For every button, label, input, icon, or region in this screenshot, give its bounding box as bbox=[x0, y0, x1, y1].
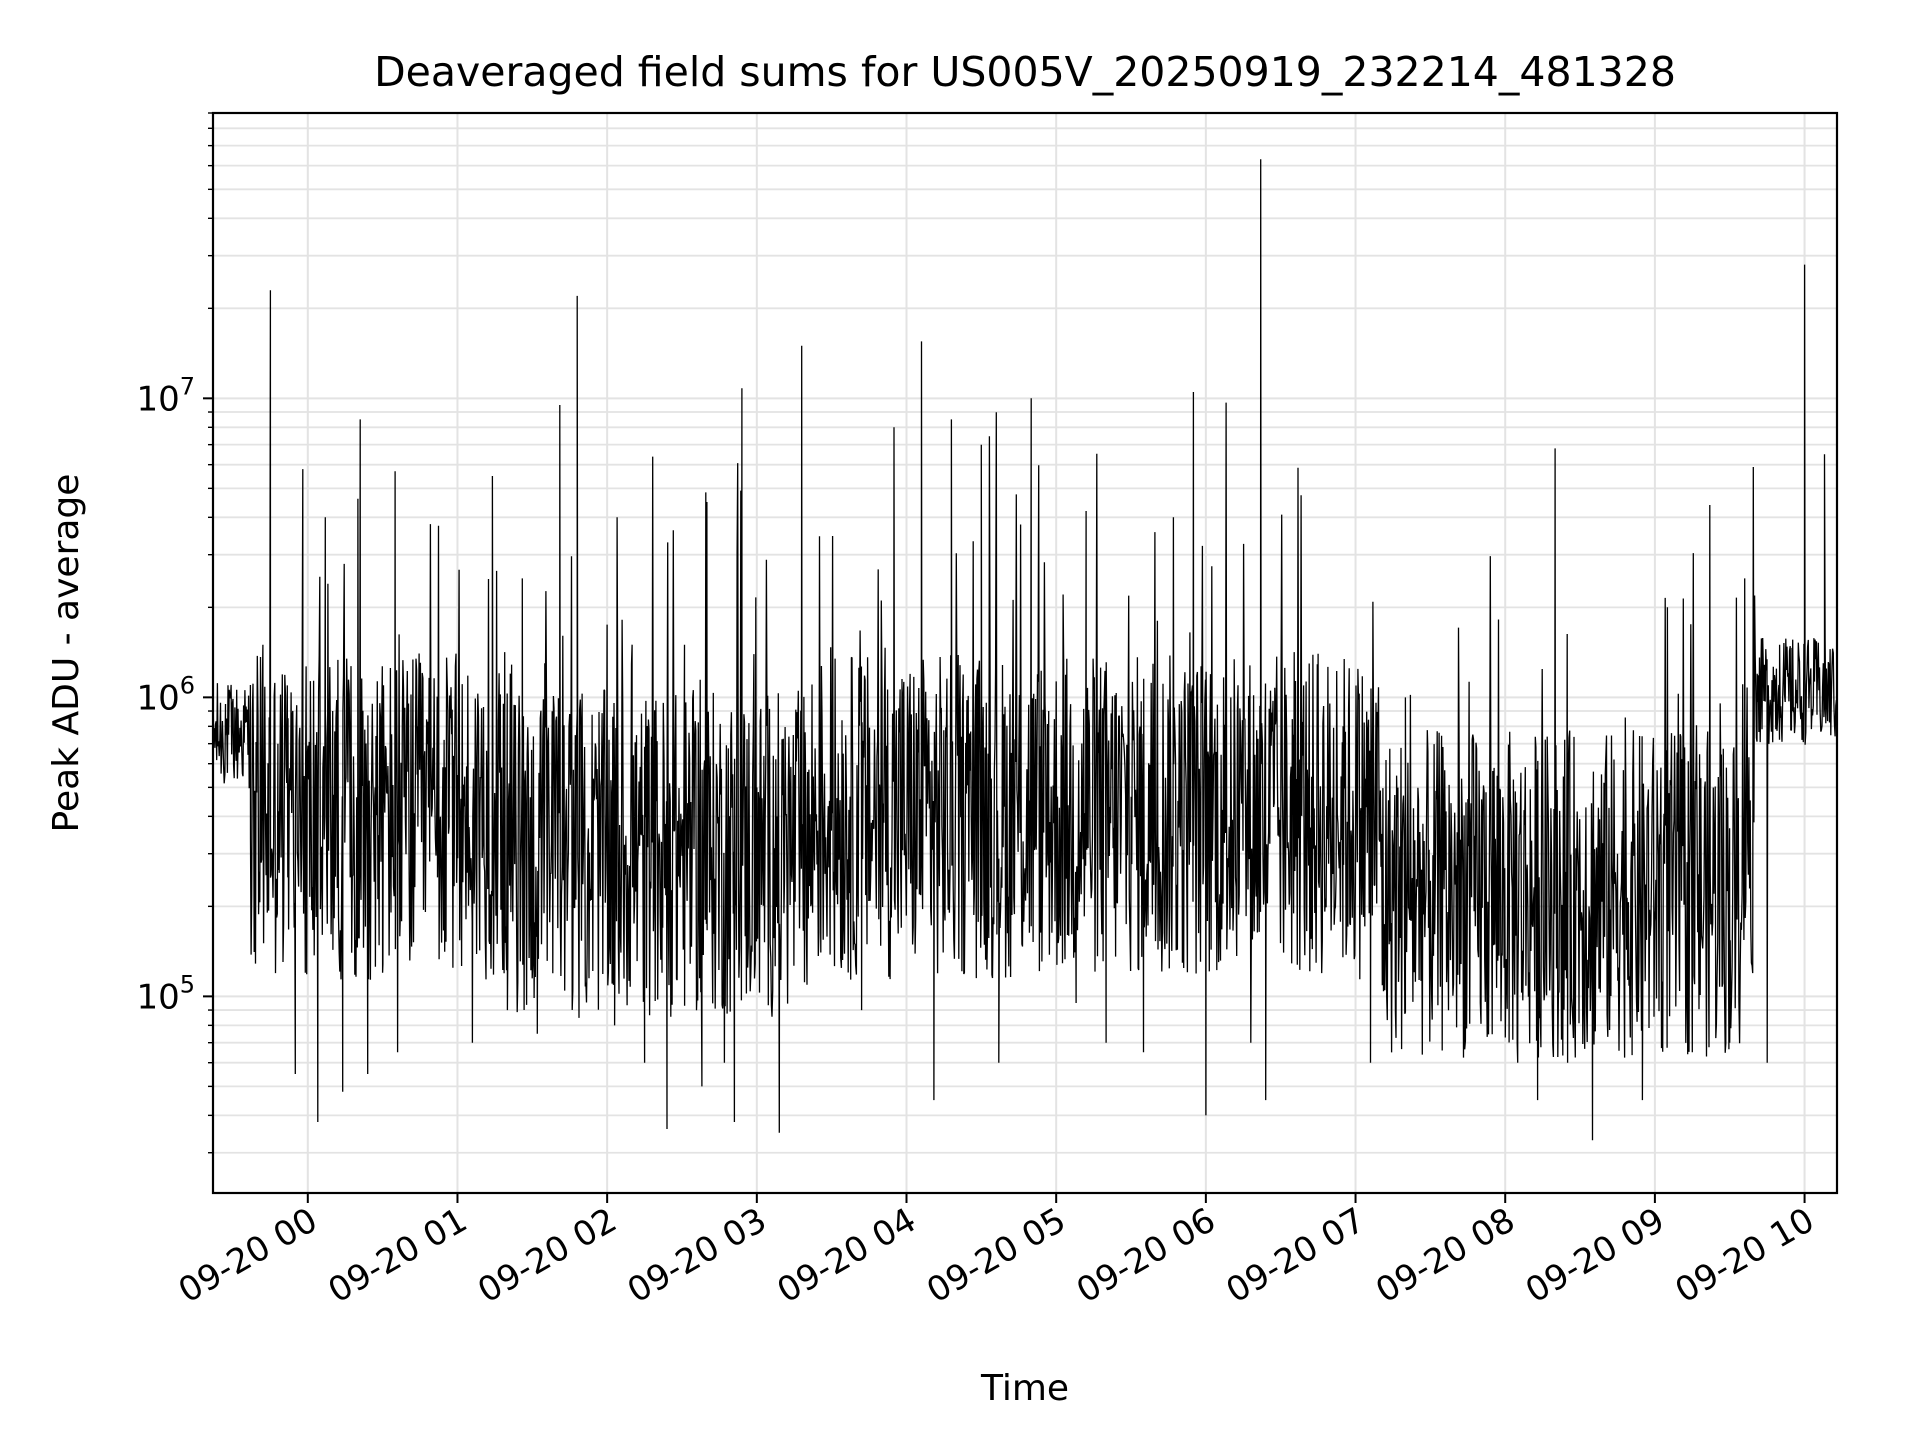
y-tick-base: 10 bbox=[136, 977, 179, 1017]
y-tick-base: 10 bbox=[136, 678, 179, 718]
y-tick-base: 10 bbox=[136, 379, 179, 419]
y-tick-label: 105 bbox=[136, 970, 195, 1017]
axis-ticks bbox=[203, 112, 1806, 1203]
plot-background bbox=[213, 113, 1837, 1193]
y-axis-label: Peak ADU - average bbox=[46, 474, 87, 833]
y-tick-label: 106 bbox=[136, 671, 195, 718]
x-axis-label: Time bbox=[980, 1368, 1069, 1409]
y-tick-exponent: 6 bbox=[180, 671, 195, 699]
y-tick-exponent: 5 bbox=[180, 970, 195, 998]
chart-title: Deaveraged field sums for US005V_2025091… bbox=[374, 48, 1676, 96]
series-line bbox=[212, 159, 1838, 1141]
plot-frame bbox=[211, 111, 1839, 1195]
y-tick-exponent: 7 bbox=[180, 372, 195, 400]
plot-area bbox=[203, 111, 1839, 1203]
y-tick-label: 107 bbox=[136, 372, 195, 419]
